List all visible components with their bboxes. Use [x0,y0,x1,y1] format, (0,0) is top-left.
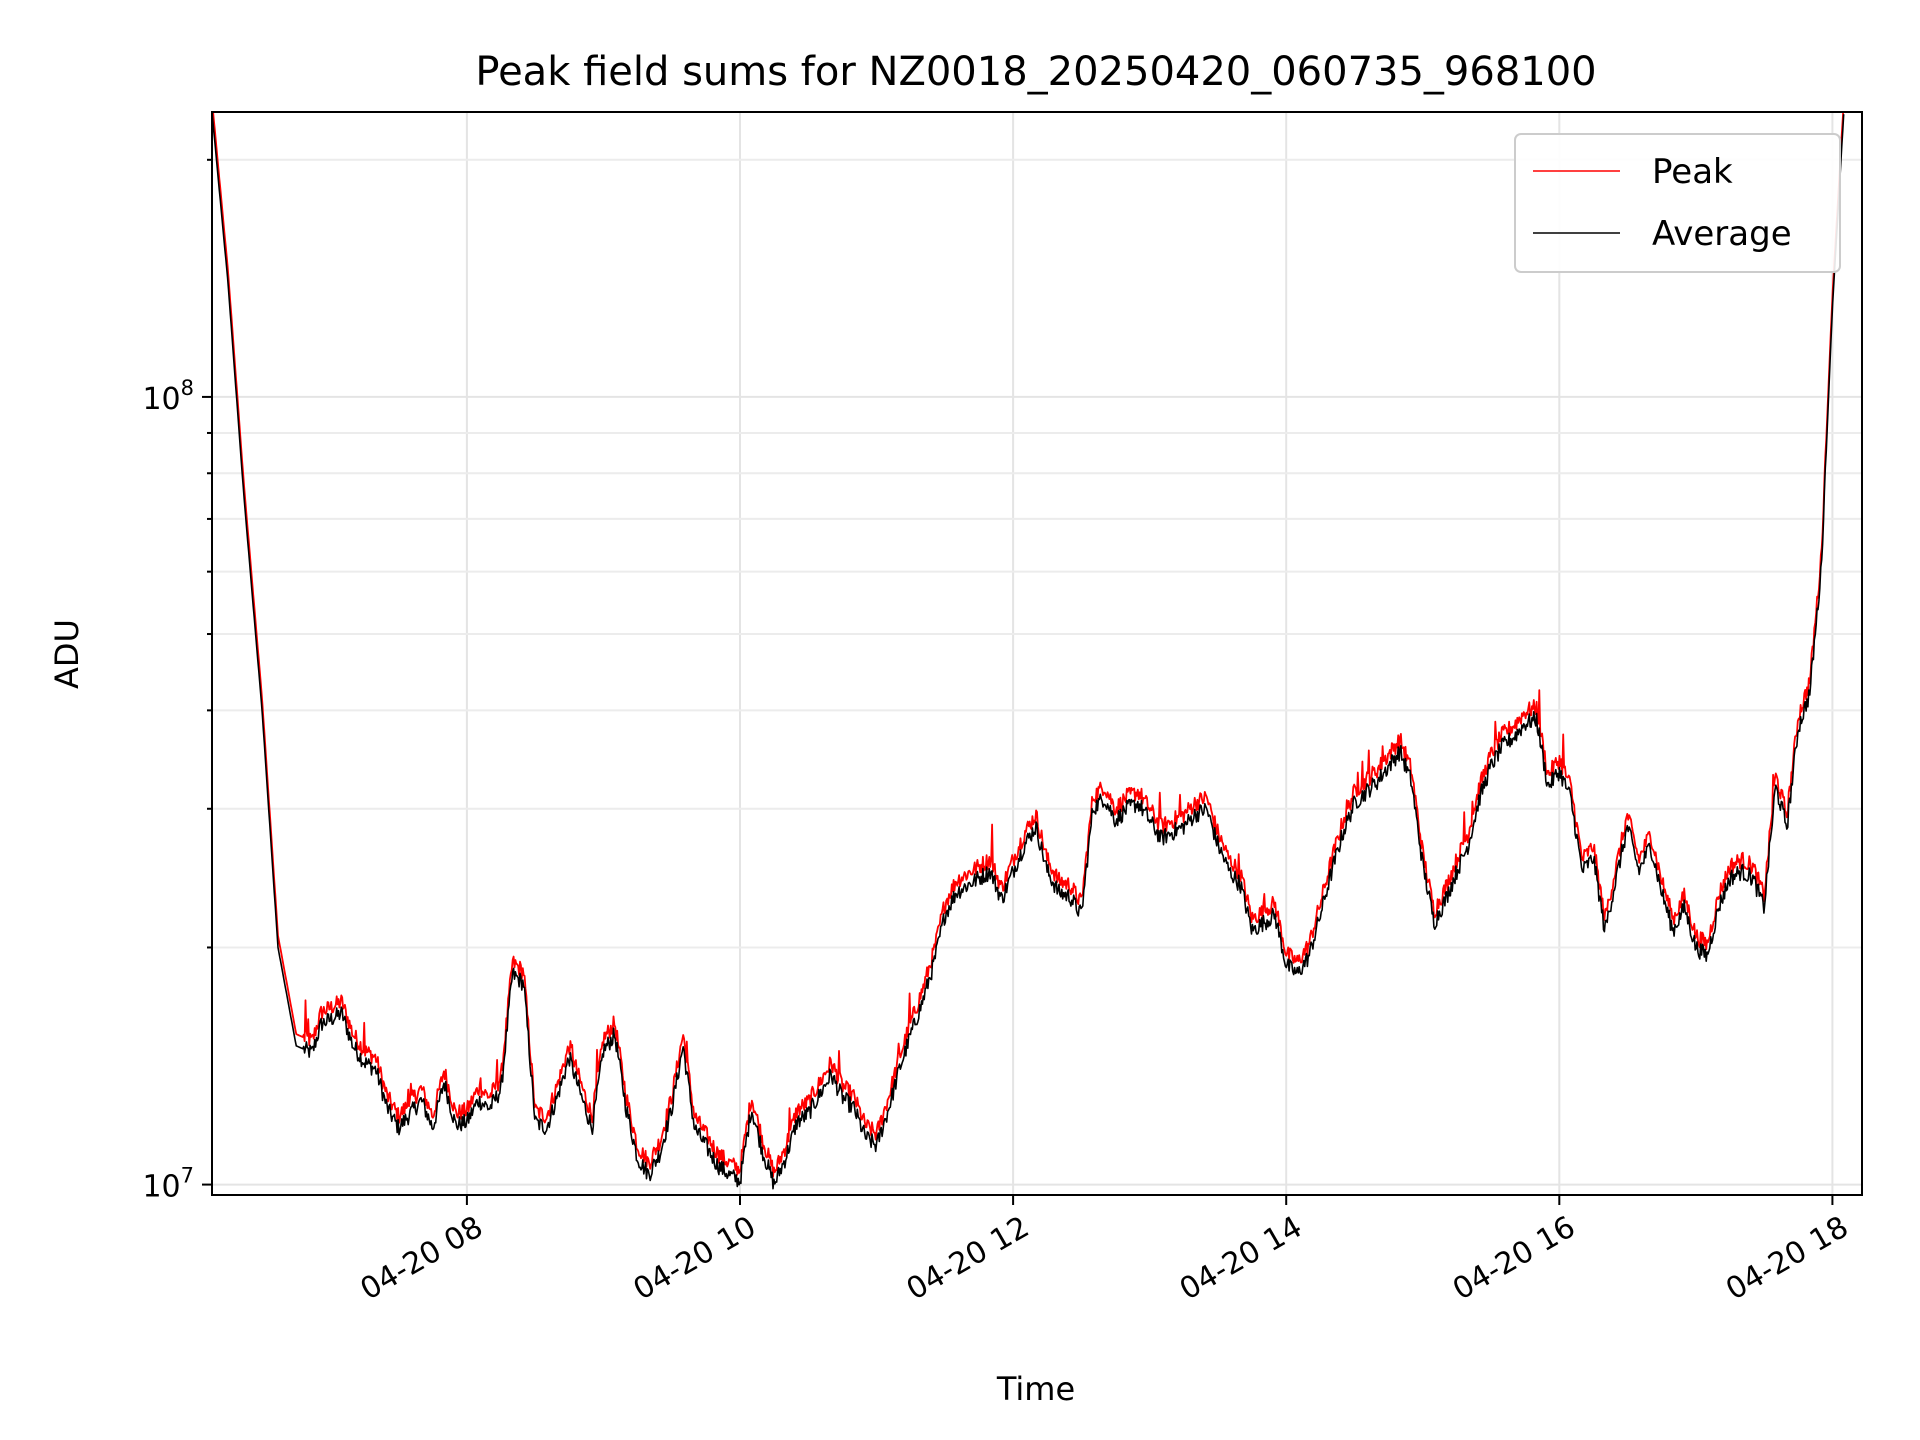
legend-label-peak: Peak [1652,152,1733,192]
plot-area [212,112,1845,1190]
y-axis: 107 108 [142,158,212,1205]
legend-label-average: Average [1652,214,1792,254]
x-axis-label: Time [996,1370,1075,1408]
y-tick-label: 107 [142,1164,194,1205]
legend: Peak Average [1514,133,1841,273]
plot-frame [211,111,1863,1196]
legend-box [1514,133,1841,273]
chart-title: Peak field sums for NZ0018_20250420_0607… [475,49,1596,95]
grid-lines [212,112,1862,1195]
series-line-peak [212,112,1845,1178]
series-line-average [212,112,1845,1190]
y-axis-label: ADU [48,619,86,689]
y-tick-label: 108 [142,376,194,417]
